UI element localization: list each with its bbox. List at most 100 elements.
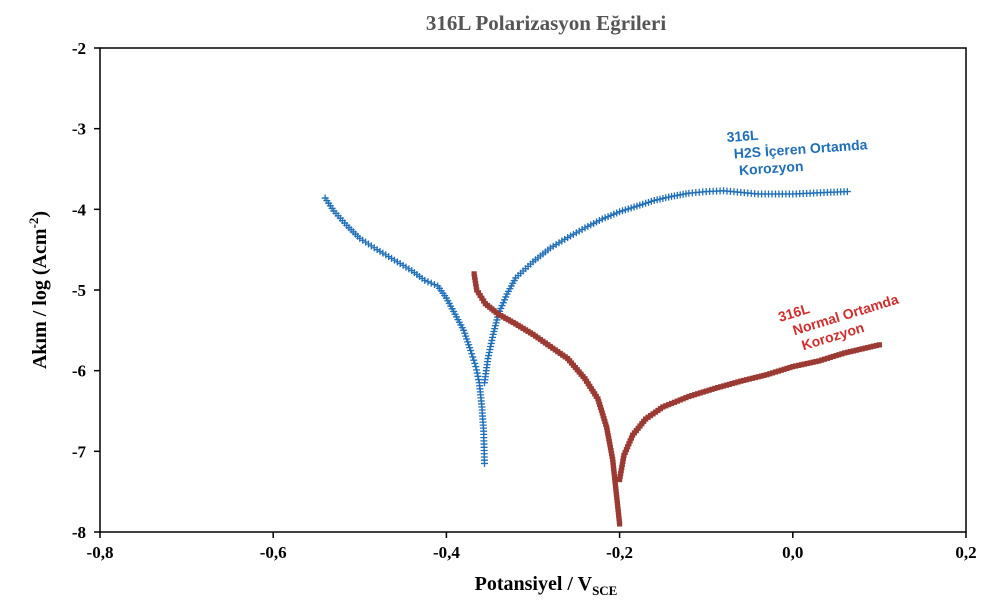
data-point-square <box>671 399 678 405</box>
data-point-square <box>614 494 620 501</box>
data-point-plus <box>470 356 478 364</box>
data-point-square <box>618 470 624 477</box>
data-point-plus <box>472 363 480 371</box>
data-point-square <box>810 359 816 365</box>
data-point-square <box>746 376 753 382</box>
data-point-square <box>873 342 880 349</box>
data-point-plus <box>469 353 477 361</box>
data-point-square <box>813 359 819 365</box>
data-point-square <box>819 357 825 363</box>
data-point-square <box>613 486 619 492</box>
data-point-square <box>618 467 624 474</box>
data-point-plus <box>473 369 481 377</box>
data-point-square <box>481 298 487 304</box>
series-0 <box>321 187 851 467</box>
data-point-square <box>621 452 627 458</box>
data-point-square <box>597 401 603 408</box>
data-point-square <box>479 295 485 301</box>
y-axis: -2 -3 -4 -5 -6 -7 -8 <box>72 39 100 542</box>
y-tick-label: -6 <box>72 362 86 381</box>
data-point-square <box>821 356 828 362</box>
data-point-square <box>601 416 607 422</box>
data-point-square <box>607 445 614 451</box>
data-point-square <box>767 371 773 377</box>
data-point-square <box>712 385 718 392</box>
data-point-square <box>612 483 619 489</box>
data-point-square <box>853 347 859 353</box>
data-point-square <box>744 377 750 383</box>
data-point-square <box>617 473 623 480</box>
x-tick-label: -0,6 <box>260 543 287 562</box>
data-point-square <box>613 489 619 495</box>
y-tick-label: -7 <box>72 442 87 461</box>
data-point-square <box>752 374 758 381</box>
data-point-square <box>474 287 480 293</box>
data-point-square <box>795 362 802 368</box>
data-point-square <box>615 503 621 509</box>
data-point-square <box>616 518 622 524</box>
data-point-square <box>772 369 779 375</box>
data-point-square <box>694 391 701 397</box>
data-point-plus <box>421 276 429 284</box>
data-point-square <box>660 404 666 410</box>
data-point-square <box>709 386 715 392</box>
data-point-square <box>703 388 709 394</box>
data-point-square <box>680 396 686 402</box>
data-point-square <box>622 449 628 456</box>
data-point-square <box>697 390 704 396</box>
data-point-square <box>604 427 610 433</box>
data-point-square <box>612 480 618 486</box>
data-point-square <box>617 521 623 527</box>
data-point-square <box>798 362 805 368</box>
data-point-square <box>741 377 747 384</box>
data-point-square <box>790 364 796 370</box>
x-axis: -0,8 -0,6 -0,4 -0,2 0,0 0,2 <box>87 532 977 562</box>
data-point-square <box>856 346 862 353</box>
data-point-square <box>868 344 874 350</box>
data-point-square <box>609 453 615 460</box>
data-point-square <box>706 387 712 393</box>
data-point-square <box>596 399 602 405</box>
data-point-square <box>758 373 764 379</box>
data-point-square <box>608 450 615 457</box>
data-point-square <box>876 342 882 348</box>
data-point-square <box>836 352 842 358</box>
data-point-square <box>850 348 857 354</box>
data-point-square <box>600 413 606 419</box>
y-axis-label-close: ) <box>29 211 51 218</box>
data-point-square <box>807 360 813 366</box>
data-point-square <box>735 379 741 385</box>
x-tick-label: -0,8 <box>87 543 114 562</box>
series-annotation-1: 316LNormal OrtamdaKorozyon <box>776 275 905 358</box>
data-point-square <box>623 447 630 453</box>
data-point-square <box>824 355 831 361</box>
data-point-square <box>816 358 822 364</box>
data-point-square <box>862 345 868 351</box>
data-point-plus <box>843 188 851 196</box>
data-point-plus <box>430 281 438 289</box>
data-point-square <box>674 398 680 404</box>
data-point-square <box>749 375 755 381</box>
data-point-square <box>729 380 735 387</box>
data-point-square <box>472 277 478 283</box>
y-tick-label: -4 <box>72 200 87 219</box>
data-point-square <box>615 509 621 515</box>
data-point-square <box>692 392 698 398</box>
x-axis-label-main: Potansiyel / V <box>475 573 593 595</box>
data-point-square <box>606 436 612 442</box>
y-axis-label-main: Akım / log (Acm <box>29 228 51 369</box>
data-point-square <box>718 384 724 390</box>
data-point-square <box>677 397 683 403</box>
data-point-square <box>628 435 634 441</box>
data-point-square <box>620 455 626 461</box>
data-point-square <box>668 400 675 407</box>
data-point-square <box>625 444 631 450</box>
x-axis-label: Potansiyel / VSCE <box>475 573 618 598</box>
data-point-square <box>801 361 807 367</box>
y-axis-label-superscript: -2 <box>26 218 41 229</box>
data-point-plus <box>471 359 479 367</box>
data-point-square <box>732 380 738 386</box>
data-point-square <box>475 290 482 296</box>
data-point-square <box>597 404 604 410</box>
